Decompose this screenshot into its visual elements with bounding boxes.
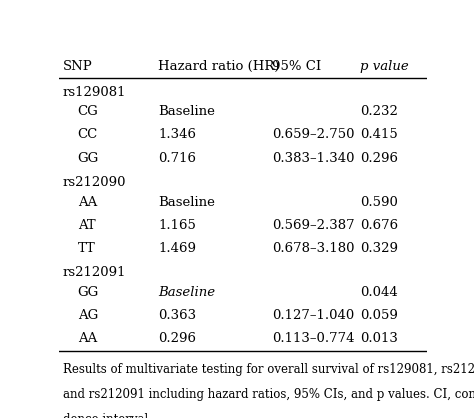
Text: 0.659–2.750: 0.659–2.750 — [272, 128, 355, 141]
Text: 0.383–1.340: 0.383–1.340 — [272, 152, 355, 165]
Text: Hazard ratio (HR): Hazard ratio (HR) — [158, 60, 280, 73]
Text: TT: TT — [78, 242, 95, 255]
Text: rs212090: rs212090 — [63, 176, 127, 189]
Text: 0.590: 0.590 — [360, 196, 398, 209]
Text: AA: AA — [78, 332, 97, 345]
Text: dence interval: dence interval — [63, 413, 148, 418]
Text: 0.676: 0.676 — [360, 219, 399, 232]
Text: 0.113–0.774: 0.113–0.774 — [272, 332, 355, 345]
Text: 0.059: 0.059 — [360, 309, 398, 322]
Text: Baseline: Baseline — [158, 105, 215, 118]
Text: 0.329: 0.329 — [360, 242, 399, 255]
Text: 0.678–3.180: 0.678–3.180 — [272, 242, 355, 255]
Text: GG: GG — [78, 152, 99, 165]
Text: 0.415: 0.415 — [360, 128, 398, 141]
Text: 0.127–1.040: 0.127–1.040 — [272, 309, 355, 322]
Text: Baseline: Baseline — [158, 196, 215, 209]
Text: Baseline: Baseline — [158, 286, 216, 299]
Text: 95% CI: 95% CI — [272, 60, 321, 73]
Text: 0.363: 0.363 — [158, 309, 197, 322]
Text: 0.296: 0.296 — [158, 332, 196, 345]
Text: p value: p value — [360, 60, 409, 73]
Text: 0.296: 0.296 — [360, 152, 399, 165]
Text: AT: AT — [78, 219, 95, 232]
Text: 0.569–2.387: 0.569–2.387 — [272, 219, 355, 232]
Text: 1.165: 1.165 — [158, 219, 196, 232]
Text: 1.346: 1.346 — [158, 128, 196, 141]
Text: 0.013: 0.013 — [360, 332, 398, 345]
Text: and rs212091 including hazard ratios, 95% CIs, and p values. CI, confi-: and rs212091 including hazard ratios, 95… — [63, 388, 474, 401]
Text: rs129081: rs129081 — [63, 86, 127, 99]
Text: 0.232: 0.232 — [360, 105, 398, 118]
Text: 0.716: 0.716 — [158, 152, 196, 165]
Text: AA: AA — [78, 196, 97, 209]
Text: AG: AG — [78, 309, 98, 322]
Text: 1.469: 1.469 — [158, 242, 196, 255]
Text: Results of multivariate testing for overall survival of rs129081, rs212090,: Results of multivariate testing for over… — [63, 363, 474, 376]
Text: CG: CG — [78, 105, 99, 118]
Text: rs212091: rs212091 — [63, 266, 127, 280]
Text: SNP: SNP — [63, 60, 93, 73]
Text: 0.044: 0.044 — [360, 286, 398, 299]
Text: GG: GG — [78, 286, 99, 299]
Text: CC: CC — [78, 128, 98, 141]
